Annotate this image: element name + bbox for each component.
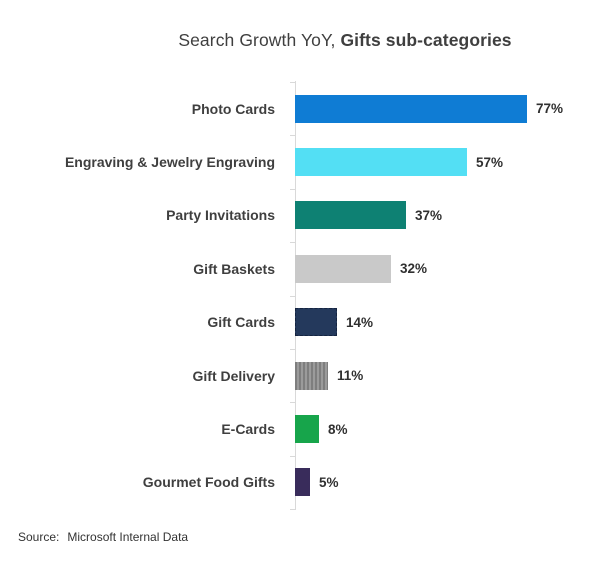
bar-row: Gift Delivery 11% <box>0 349 600 402</box>
bar <box>295 255 391 283</box>
category-label: Gourmet Food Gifts <box>0 474 285 490</box>
source-label: Source: <box>18 530 59 544</box>
value-label: 5% <box>319 475 339 490</box>
category-label: E-Cards <box>0 421 285 437</box>
bar-row: Photo Cards 77% <box>0 82 600 135</box>
bar <box>295 148 467 176</box>
bar-row: Party Invitations 37% <box>0 189 600 242</box>
bar-row: Gift Baskets 32% <box>0 242 600 295</box>
bar-track: 37% <box>295 201 600 229</box>
value-label: 8% <box>328 422 348 437</box>
bar <box>295 95 527 123</box>
category-label: Photo Cards <box>0 101 285 117</box>
chart-title-part2: Gifts sub-categories <box>340 30 511 50</box>
value-label: 32% <box>400 261 427 276</box>
value-label: 11% <box>337 368 363 383</box>
category-label: Party Invitations <box>0 207 285 223</box>
bar <box>295 362 328 390</box>
bar <box>295 468 310 496</box>
y-axis-tick <box>290 509 295 510</box>
value-label: 37% <box>415 208 442 223</box>
bar-track: 5% <box>295 468 600 496</box>
bar-track: 11% <box>295 362 600 390</box>
value-label: 57% <box>476 155 503 170</box>
category-label: Gift Cards <box>0 314 285 330</box>
bar-row: E-Cards 8% <box>0 402 600 455</box>
bar-row: Engraving & Jewelry Engraving 57% <box>0 135 600 188</box>
value-label: 14% <box>346 315 373 330</box>
bar-chart: Photo Cards 77% Engraving & Jewelry Engrav… <box>0 82 600 509</box>
value-label: 77% <box>536 101 563 116</box>
source-text: Microsoft Internal Data <box>67 530 188 544</box>
bar <box>295 308 337 336</box>
chart-title-part1: Search Growth YoY, <box>178 30 340 50</box>
bar-row: Gourmet Food Gifts 5% <box>0 456 600 509</box>
bar <box>295 415 319 443</box>
bar-track: 32% <box>295 255 600 283</box>
bar-track: 77% <box>295 95 600 123</box>
bar <box>295 201 406 229</box>
source-note: Source: Microsoft Internal Data <box>18 530 188 544</box>
category-label: Gift Baskets <box>0 261 285 277</box>
category-label: Engraving & Jewelry Engraving <box>0 154 285 170</box>
bar-track: 57% <box>295 148 600 176</box>
bar-track: 8% <box>295 415 600 443</box>
bar-track: 14% <box>295 308 600 336</box>
bar-row: Gift Cards 14% <box>0 296 600 349</box>
category-label: Gift Delivery <box>0 368 285 384</box>
chart-canvas: Search Growth YoY, Gifts sub-categories … <box>0 0 600 562</box>
chart-title: Search Growth YoY, Gifts sub-categories <box>95 30 595 51</box>
